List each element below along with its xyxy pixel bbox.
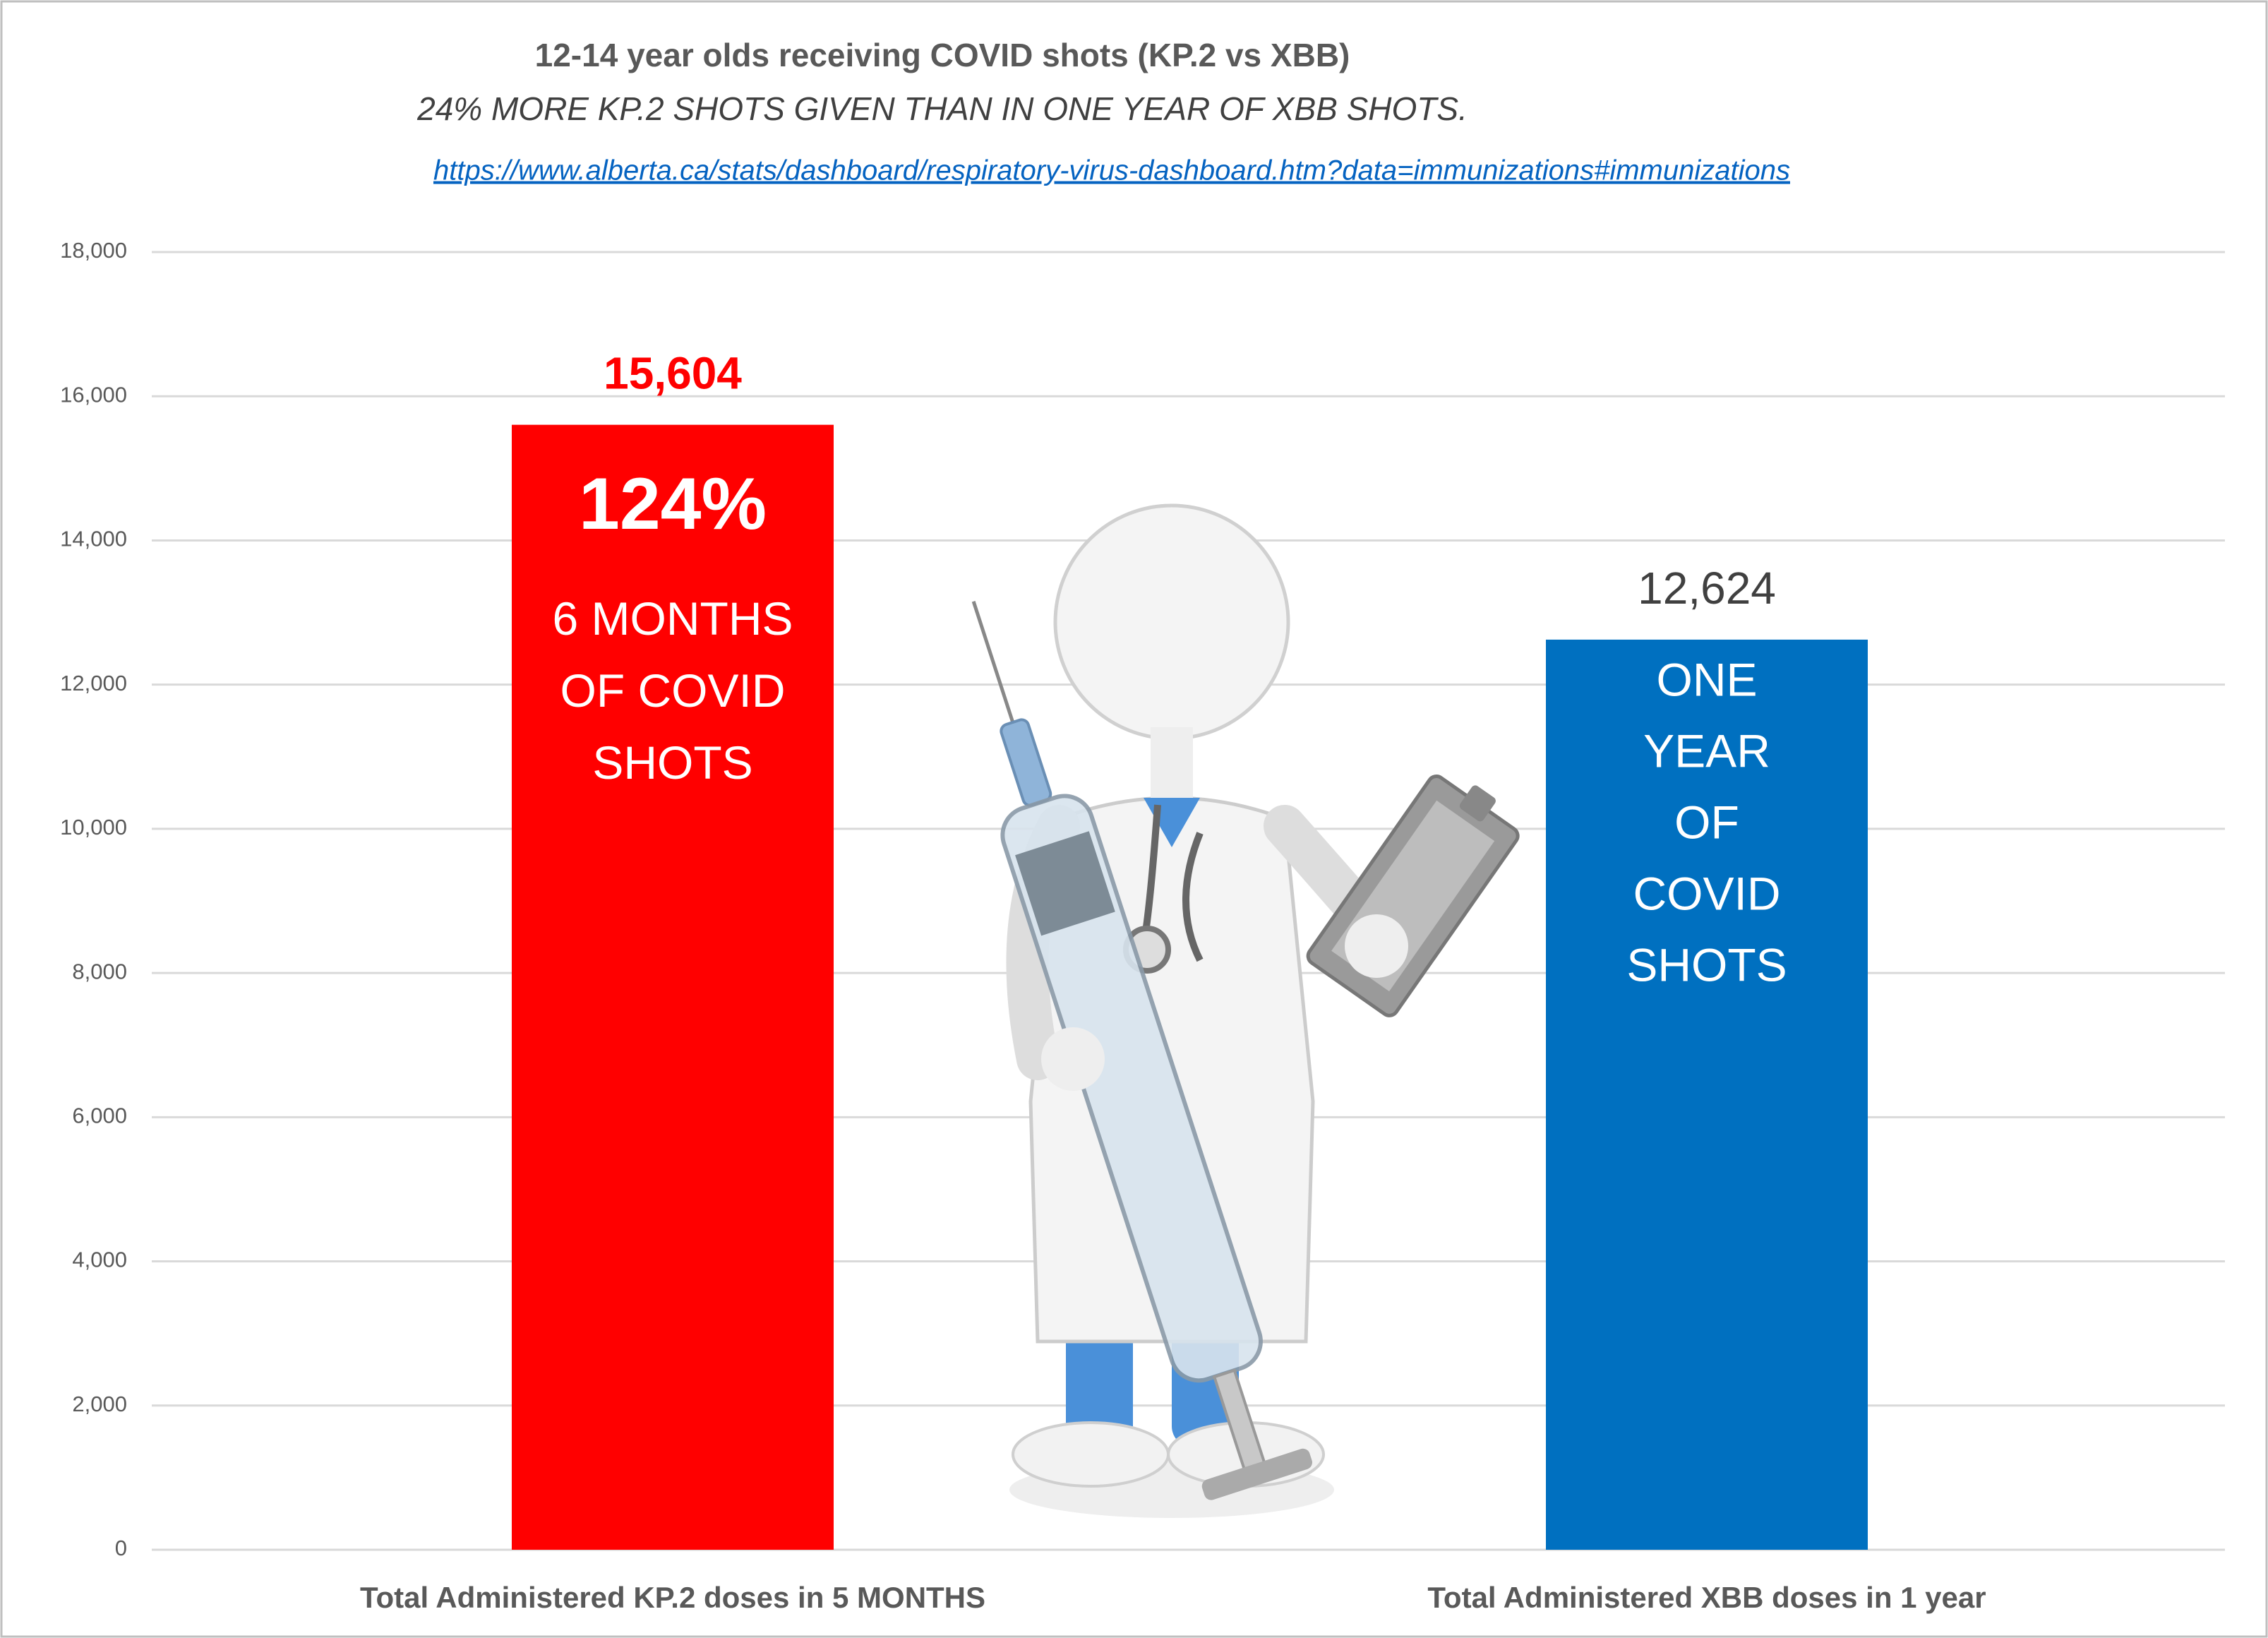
y-tick-label: 8,000	[72, 959, 127, 984]
bar	[512, 424, 834, 1550]
y-tick-label: 16,000	[60, 382, 127, 407]
bars	[512, 424, 1868, 1550]
y-tick-label: 2,000	[72, 1392, 127, 1416]
bar-annotation: 124%	[579, 463, 767, 545]
bar-annotation: COVID	[1633, 867, 1780, 919]
y-tick-label: 12,000	[60, 671, 127, 695]
chart-subtitle: 24% MORE KP.2 SHOTS GIVEN THAN IN ONE YE…	[416, 90, 1468, 127]
bar	[1546, 639, 1868, 1550]
chart-title: 12-14 year olds receiving COVID shots (K…	[535, 37, 1350, 73]
y-tick-label: 6,000	[72, 1104, 127, 1128]
bar-annotation: SHOTS	[592, 736, 752, 789]
labels: Total Administered KP.2 doses in 5 MONTH…	[360, 348, 1986, 1615]
bar-annotation: YEAR	[1643, 724, 1770, 777]
value-label: 12,624	[1638, 563, 1776, 614]
x-tick-label: Total Administered XBB doses in 1 year	[1427, 1581, 1986, 1614]
bar-annotation: SHOTS	[1626, 938, 1787, 991]
y-tick-label: 10,000	[60, 815, 127, 839]
doctor-illustration	[971, 503, 1520, 1518]
bar-annotation: 6 MONTHS	[552, 592, 793, 645]
y-tick-label: 4,000	[72, 1248, 127, 1272]
value-label: 15,604	[604, 348, 742, 399]
x-tick-label: Total Administered KP.2 doses in 5 MONTH…	[360, 1581, 985, 1614]
y-tick-label: 18,000	[60, 238, 127, 263]
bar-annotation: OF COVID	[560, 664, 785, 717]
bar-annotation: ONE	[1656, 653, 1757, 705]
bar-annotation: OF	[1674, 796, 1739, 848]
y-tick-label: 14,000	[60, 527, 127, 551]
source-link[interactable]: https://www.alberta.ca/stats/dashboard/r…	[433, 155, 1790, 186]
y-tick-label: 0	[115, 1536, 127, 1560]
